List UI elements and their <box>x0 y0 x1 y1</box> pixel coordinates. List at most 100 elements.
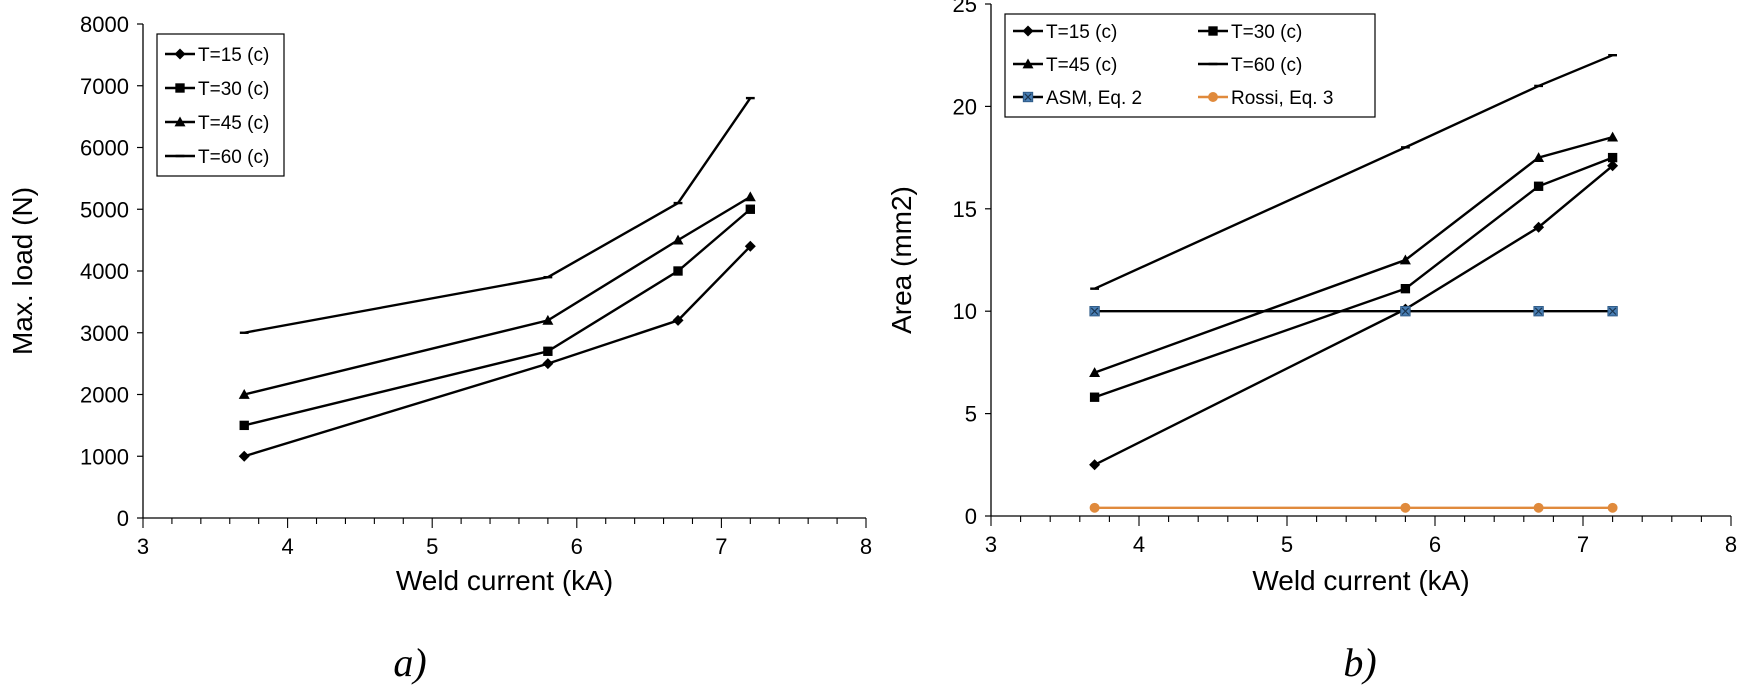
chart-b-data-point <box>1089 367 1101 378</box>
chart-b-data-point <box>1607 152 1618 163</box>
chart-a-series-2 <box>238 191 756 399</box>
chart-a-legend-marker <box>175 83 185 93</box>
chart-a-y-tick-label: 8000 <box>80 12 129 37</box>
chart-a-caption: a) <box>393 640 426 685</box>
chart-a-data-point <box>744 240 756 252</box>
chart-a-series-0 <box>238 240 756 462</box>
chart-a-legend-item: T=30 (c) <box>165 79 269 100</box>
chart-a-data-point <box>744 191 756 202</box>
chart-b-y-tick-label: 0 <box>965 504 977 529</box>
chart-a-data-point <box>543 346 553 356</box>
chart-a-data-point <box>672 314 684 326</box>
chart-a-x-tick-label: 7 <box>715 534 727 559</box>
chart-b-data-point <box>1533 221 1545 233</box>
chart-b-legend-item: T=45 (c) <box>1013 55 1117 76</box>
chart-a-y-tick-label: 3000 <box>80 321 129 346</box>
chart-a-legend-label: T=30 (c) <box>198 79 269 100</box>
chart-a-y-tick-label: 1000 <box>80 444 129 469</box>
chart-b-x-tick-label: 4 <box>1133 532 1145 557</box>
chart-a-y-tick-label: 7000 <box>80 74 129 99</box>
chart-b-legend-marker <box>1208 26 1218 36</box>
chart-a-series-3 <box>239 96 755 334</box>
chart-b-legend-item: T=30 (c) <box>1198 22 1302 43</box>
chart-a-data-point <box>542 314 554 325</box>
chart-a-series-1 <box>239 204 755 431</box>
chart-a-x-tick-label: 8 <box>860 534 872 559</box>
chart-a-series-line <box>244 97 752 334</box>
chart-b-x-tick-label: 7 <box>1577 532 1589 557</box>
chart-b-caption: b) <box>1343 640 1376 685</box>
chart-a-y-tick-label: 4000 <box>80 259 129 284</box>
chart-a-x-tick-label: 3 <box>137 534 149 559</box>
chart-b-data-point <box>1400 283 1411 294</box>
chart-a-data-point <box>238 450 250 462</box>
chart-b-legend-box <box>1004 13 1376 118</box>
chart-b-y-tick-label: 25 <box>953 0 977 17</box>
chart-b-series-1 <box>1089 152 1618 402</box>
chart-b-legend: T=15 (c) T=30 (c) T=45 (c) T=60 (c) ASM, Eq.… <box>1004 13 1376 118</box>
chart-b-data-point <box>1607 306 1618 317</box>
chart-b-legend-label: T=15 (c) <box>1046 22 1117 43</box>
chart-b-x-axis-label: Weld current (kA) <box>1252 565 1469 596</box>
chart-b-legend-label: T=60 (c) <box>1231 55 1302 76</box>
chart-a-legend: T=15 (c) T=30 (c) T=45 (c) T=60 (c) <box>156 33 285 177</box>
chart-b-data-point <box>1533 306 1544 317</box>
chart-b-data-point <box>1533 502 1544 513</box>
chart-a-series-line <box>243 245 752 458</box>
chart-b-y-tick-label: 15 <box>953 197 977 222</box>
chart-b-data-point <box>1533 181 1544 191</box>
chart-a-data-point <box>239 420 249 431</box>
chart-a-y-tick-label: 2000 <box>80 383 129 408</box>
chart-a-x-tick-label: 5 <box>426 534 438 559</box>
chart-a-legend-label: T=15 (c) <box>198 45 269 66</box>
chart-b-y-tick-label: 20 <box>953 94 977 119</box>
chart-b-legend-item: T=15 (c) <box>1013 22 1117 43</box>
chart-a-legend-marker <box>174 116 186 127</box>
chart-a-legend-label: T=60 (c) <box>198 147 269 168</box>
chart-a-data-point <box>745 204 755 214</box>
chart-a-x-axis-label: Weld current (kA) <box>396 565 613 596</box>
chart-b-data-point <box>1400 502 1411 513</box>
chart-b-data-point <box>1607 131 1619 142</box>
chart-b-legend-label: ASM, Eq. 2 <box>1046 88 1142 109</box>
chart-b-x-tick-label: 6 <box>1429 532 1441 557</box>
chart-b-data-point <box>1400 306 1411 317</box>
chart-b-data-point <box>1089 392 1100 402</box>
chart-b-legend-label: T=45 (c) <box>1046 55 1117 76</box>
chart-b-data-point <box>1089 502 1100 513</box>
chart-a-legend-label: T=45 (c) <box>198 113 269 134</box>
chart-a-legend-marker <box>174 48 186 60</box>
chart-b-x-tick-label: 3 <box>985 532 997 557</box>
chart-a-series-line <box>243 208 752 427</box>
chart-b-y-tick-label: 5 <box>965 402 977 427</box>
chart-a-series-line <box>243 195 751 396</box>
chart-b-legend-marker <box>1022 91 1034 103</box>
chart-b-legend-marker <box>1208 92 1218 102</box>
chart-b-series-line <box>1094 135 1613 374</box>
chart-b-series-4 <box>1089 306 1618 317</box>
chart-b-y-tick-label: 10 <box>953 299 977 324</box>
chart-b-legend-label: Rossi, Eq. 3 <box>1231 88 1333 109</box>
chart-b-data-point <box>1399 254 1411 265</box>
chart-a-legend-item: T=15 (c) <box>165 45 269 66</box>
chart-b-data-point <box>1089 459 1101 471</box>
chart-b-data-point <box>1607 160 1619 172</box>
chart-a-legend-item: T=45 (c) <box>165 113 269 134</box>
chart-a-data-point <box>238 389 250 399</box>
chart-b-x-tick-label: 8 <box>1725 532 1737 557</box>
chart-b-series-line <box>1094 156 1614 399</box>
chart-b-series-line <box>1094 164 1614 466</box>
chart-a-data-point <box>542 358 554 370</box>
chart-b-x-tick-label: 5 <box>1281 532 1293 557</box>
chart-b-data-point <box>1533 152 1545 162</box>
chart-b-legend-item: ASM, Eq. 2 <box>1013 88 1142 109</box>
chart-a-x-tick-label: 6 <box>571 534 583 559</box>
chart-a-y-tick-label: 6000 <box>80 136 129 161</box>
chart-a-y-axis-label: Max. load (N) <box>7 187 38 355</box>
chart-a-y-tick-label: 5000 <box>80 197 129 222</box>
chart-a-legend-item: T=60 (c) <box>165 147 269 168</box>
chart-b-legend-item: T=60 (c) <box>1198 55 1302 76</box>
chart-a-x-tick-label: 4 <box>281 534 293 559</box>
chart-a-data-point <box>672 234 684 245</box>
